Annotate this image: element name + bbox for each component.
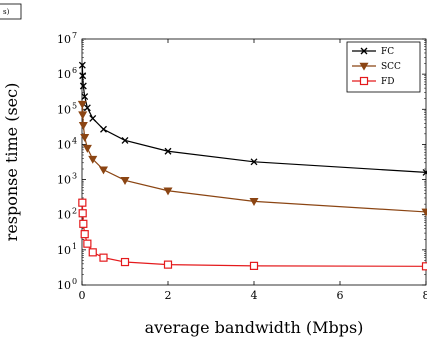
data-point-fd [423, 263, 427, 270]
legend-label-fd: FD [381, 77, 394, 87]
y-tick-label-exponent: 4 [72, 136, 77, 145]
data-point-fd [84, 240, 91, 247]
data-point-scc [79, 122, 87, 129]
y-tick-label-exponent: 2 [72, 207, 77, 216]
legend-label-scc: SCC [381, 62, 401, 72]
series-line-fd [82, 203, 426, 267]
x-tick-label: 4 [251, 289, 258, 302]
y-tick-label-base: 10 [57, 209, 71, 222]
x-tick-label: 6 [337, 289, 344, 302]
y-tick-label-exponent: 7 [72, 31, 77, 40]
corner-label: s) [3, 8, 10, 16]
x-tick-label: 8 [423, 289, 427, 302]
data-point-fd [80, 220, 87, 227]
data-point-fd [122, 259, 129, 266]
data-point-fd [79, 210, 86, 217]
legend: FC SCC FD [347, 42, 420, 92]
data-point-fd [81, 231, 88, 238]
series-line-scc [82, 104, 426, 212]
data-point-scc [79, 112, 87, 119]
y-tick-label-exponent: 0 [72, 277, 77, 286]
y-tick-label-exponent: 3 [72, 172, 77, 181]
series-layer [78, 62, 427, 270]
y-tick-label-base: 10 [57, 244, 71, 257]
data-point-fc [101, 126, 107, 132]
y-axis-label: response time (sec) [2, 83, 21, 242]
corner-label-box: s) [0, 4, 21, 19]
y-tick-label-base: 10 [57, 103, 71, 116]
y-tick-label-base: 10 [57, 279, 71, 292]
y-tick-label-base: 10 [57, 68, 71, 81]
data-point-fd [165, 261, 172, 268]
x-tick-label: 2 [165, 289, 172, 302]
y-tick-label-base: 10 [57, 174, 71, 187]
data-point-fd [79, 199, 86, 206]
data-point-fc [90, 115, 96, 121]
y-tick-label-exponent: 6 [72, 66, 77, 75]
y-tick-label-base: 10 [57, 138, 71, 151]
data-point-scc [100, 167, 108, 174]
legend-label-fc: FC [381, 47, 394, 57]
x-axis-label: average bandwidth (Mbps) [145, 318, 364, 337]
legend-marker-fd [361, 78, 368, 85]
y-tick-label-base: 10 [57, 33, 71, 46]
x-tick-label: 0 [79, 289, 86, 302]
data-point-fd [251, 262, 258, 269]
data-point-fd [89, 249, 96, 256]
data-point-fd [100, 254, 107, 261]
y-tick-label-exponent: 1 [72, 242, 77, 251]
data-point-scc [83, 145, 91, 152]
y-tick-label-exponent: 5 [72, 101, 77, 110]
data-point-scc [78, 101, 86, 108]
